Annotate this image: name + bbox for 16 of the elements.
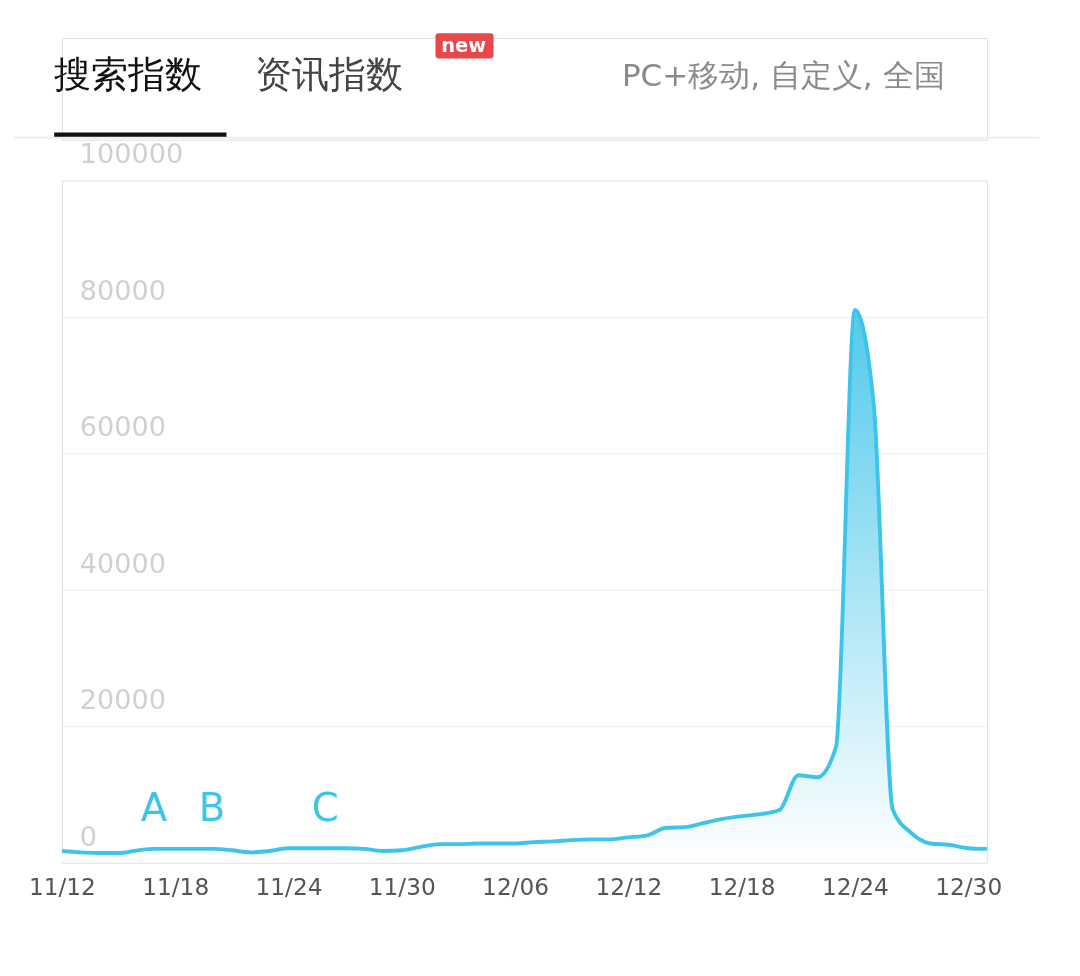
text: PC+移动, 自定义, 全国	[621, 57, 945, 94]
annotation: C	[311, 784, 339, 830]
x-tick-label: 11/30	[368, 873, 436, 900]
x-tick-label: 12/06	[482, 873, 550, 900]
x-tick-label: 12/12	[595, 873, 663, 900]
x-tick-label: 11/18	[142, 873, 210, 900]
x-tick-label: 12/18	[708, 873, 776, 900]
annotation: A	[140, 784, 168, 830]
x-tick-label: 11/12	[28, 873, 96, 900]
text: 资讯指数	[255, 53, 404, 97]
x-tick-label: 11/24	[255, 873, 323, 900]
annotation: B	[198, 784, 226, 830]
x-tick-label: 12/30	[935, 873, 1003, 900]
x-tick-label: 12/24	[821, 873, 889, 900]
text: new	[441, 33, 487, 57]
text: 搜索指数	[54, 53, 203, 97]
